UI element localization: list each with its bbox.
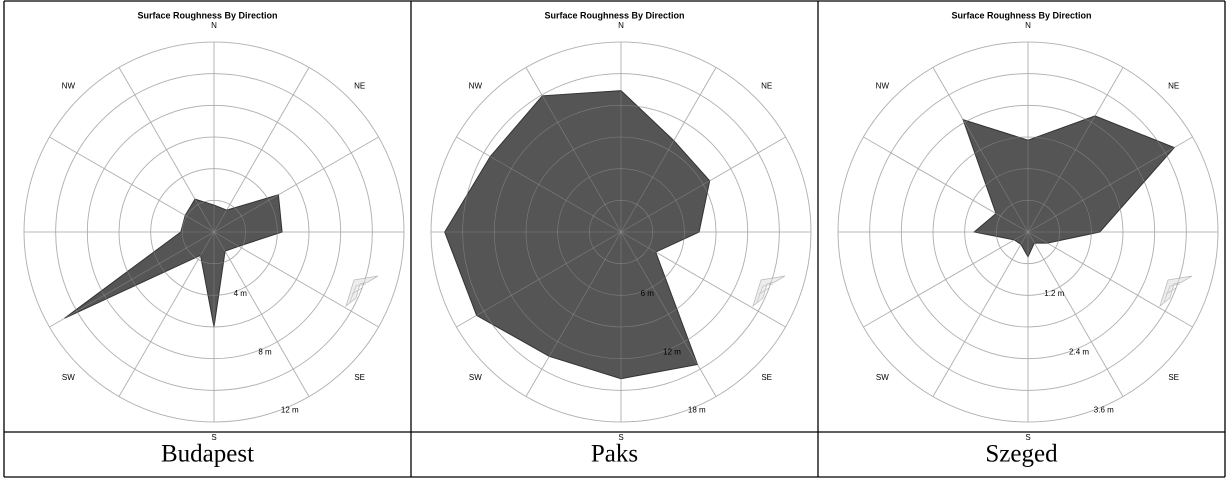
r-tick-label: 2.4 m	[1069, 347, 1089, 356]
spoke-overlay	[620, 136, 786, 233]
direction-label: SW	[62, 373, 75, 382]
direction-label: SW	[876, 373, 889, 382]
logo-shape	[1159, 275, 1193, 308]
direction-label: NE	[1168, 81, 1179, 90]
spoke-overlay	[1027, 231, 1193, 328]
r-tick-label: 3.6 m	[1094, 406, 1114, 415]
spoke-overlay	[1027, 67, 1124, 233]
spoke-overlay	[213, 231, 310, 397]
spoke-overlay	[620, 67, 717, 233]
r-tick-label: 12 m	[281, 406, 299, 415]
caption: Budapest	[161, 441, 254, 468]
r-tick-label: 8 m	[258, 347, 272, 356]
spoke-overlay	[118, 231, 215, 397]
spoke-overlay	[863, 231, 1029, 328]
chart-title: Surface Roughness By Direction	[137, 10, 277, 20]
logo-shape	[345, 275, 379, 308]
direction-label: SE	[761, 373, 772, 382]
direction-label: SE	[1168, 373, 1179, 382]
r-tick-label: 4 m	[234, 289, 248, 298]
logo-shape	[1163, 283, 1181, 303]
spoke-overlay	[213, 136, 379, 233]
spoke-overlay	[932, 231, 1029, 397]
direction-label: S	[1025, 433, 1030, 442]
r-tick-label: 6 m	[641, 289, 655, 298]
logo	[345, 275, 379, 308]
logo-shape	[752, 275, 786, 308]
direction-label: SW	[469, 373, 482, 382]
direction-label: NE	[761, 81, 772, 90]
r-tick-label: 18 m	[688, 406, 706, 415]
direction-label: N	[211, 21, 217, 30]
direction-label: S	[211, 433, 216, 442]
direction-label: NE	[354, 81, 365, 90]
direction-label: NW	[876, 81, 890, 90]
direction-label: NW	[62, 81, 76, 90]
direction-label: NW	[469, 81, 483, 90]
spoke-overlay	[525, 67, 622, 233]
spoke-overlay	[932, 67, 1029, 233]
direction-label: S	[618, 433, 623, 442]
direction-label: SE	[354, 373, 365, 382]
caption: Szeged	[985, 441, 1058, 468]
spoke-overlay	[49, 136, 215, 233]
logo	[752, 275, 786, 308]
spoke-overlay	[118, 67, 215, 233]
spoke-overlay	[863, 136, 1029, 233]
spoke-overlay	[1027, 136, 1193, 233]
logo-shape	[756, 283, 774, 303]
r-tick-label: 1.2 m	[1044, 289, 1064, 298]
caption: Paks	[591, 441, 638, 468]
spoke-overlay	[620, 231, 786, 328]
logo-shape	[349, 283, 367, 303]
spoke-overlay	[525, 231, 622, 397]
spoke-overlay	[49, 231, 215, 328]
spoke-overlay	[456, 231, 622, 328]
direction-label: N	[1025, 21, 1031, 30]
direction-label: N	[618, 21, 624, 30]
r-tick-label: 12 m	[663, 347, 681, 356]
spoke-overlay	[1027, 231, 1124, 397]
spoke-overlay	[456, 136, 622, 233]
chart-title: Surface Roughness By Direction	[544, 10, 684, 20]
chart-title: Surface Roughness By Direction	[951, 10, 1091, 20]
spoke-overlay	[620, 231, 717, 397]
spoke-overlay	[213, 67, 310, 233]
logo	[1159, 275, 1193, 308]
spoke-overlay	[213, 231, 379, 328]
